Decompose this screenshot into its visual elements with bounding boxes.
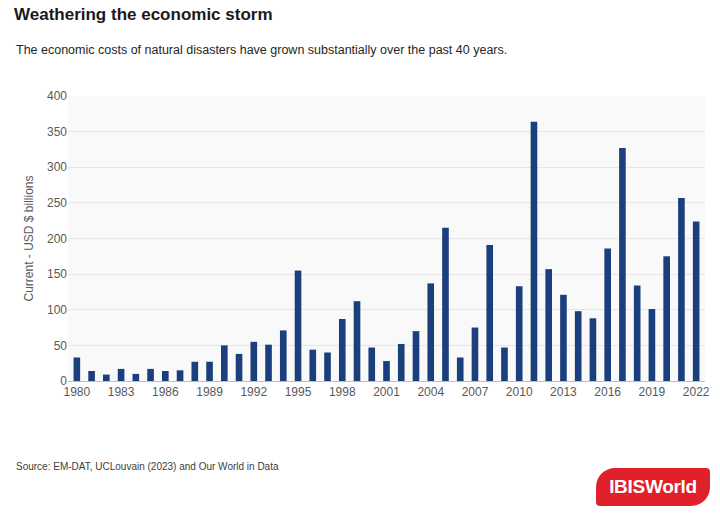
svg-text:Weathering the economic storm: Weathering the economic storm [14,5,273,24]
svg-text:100: 100 [47,303,67,317]
svg-text:150: 150 [47,267,67,281]
svg-text:1986: 1986 [152,385,179,399]
svg-text:2007: 2007 [462,385,489,399]
svg-text:1998: 1998 [329,385,356,399]
html-text:IBISWorld: IBISWorld [609,476,697,497]
svg-text:1995: 1995 [285,385,312,399]
svg-text:300: 300 [47,160,67,174]
svg-text:1989: 1989 [196,385,223,399]
svg-text:The economic costs of natural: The economic costs of natural disasters … [16,43,507,57]
svg-text:2004: 2004 [417,385,444,399]
svg-text:350: 350 [47,125,67,139]
svg-text:0: 0 [60,374,67,388]
svg-text:Source: EM-DAT, UCLouvain (202: Source: EM-DAT, UCLouvain (2023) and Our… [16,461,279,472]
svg-text:Current - USD $ billions: Current - USD $ billions [22,175,36,301]
svg-text:2010: 2010 [506,385,533,399]
svg-text:200: 200 [47,232,67,246]
svg-text:250: 250 [47,196,67,210]
svg-text:2001: 2001 [373,385,400,399]
svg-text:2013: 2013 [550,385,577,399]
svg-text:1983: 1983 [108,385,135,399]
svg-text:2019: 2019 [639,385,666,399]
svg-text:50: 50 [54,339,68,353]
svg-text:1992: 1992 [240,385,267,399]
svg-text:2022: 2022 [683,385,710,399]
svg-text:400: 400 [47,89,67,103]
svg-text:1980: 1980 [63,385,90,399]
svg-text:2016: 2016 [594,385,621,399]
